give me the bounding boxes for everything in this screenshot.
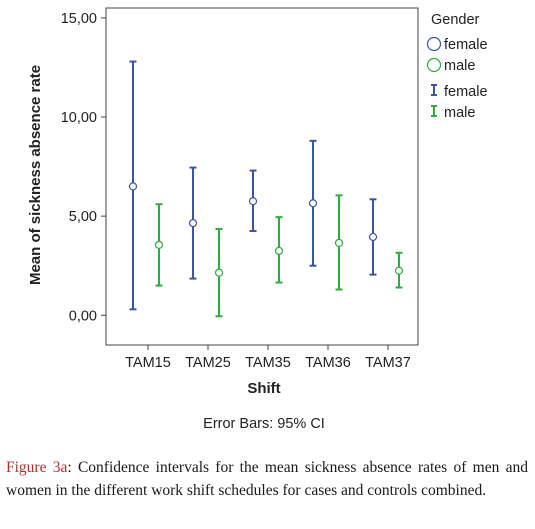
x-tick-label: TAM37 xyxy=(365,355,411,371)
mean-marker-male xyxy=(214,268,224,277)
mean-marker-male xyxy=(334,238,344,248)
x-tick-label: TAM15 xyxy=(125,355,171,371)
legend-marker-male xyxy=(426,57,442,73)
y-axis: 0,00 5,00 10,00 15,00 xyxy=(61,11,106,324)
mean-marker-male xyxy=(154,240,164,249)
mean-marker-male xyxy=(394,266,404,275)
legend-marker-female xyxy=(426,36,442,52)
x-tick-label: TAM36 xyxy=(305,355,351,371)
mean-marker-female xyxy=(308,199,318,208)
x-tick-label: TAM35 xyxy=(245,355,291,371)
caption-text: : Confidence intervals for the mean sick… xyxy=(6,459,528,499)
figure-caption: Figure 3a: Confidence intervals for the … xyxy=(6,456,528,502)
error-bars-note: Error Bars: 95% CI xyxy=(203,416,325,432)
error-bars xyxy=(128,60,404,318)
x-tick-label: TAM25 xyxy=(185,355,231,371)
x-axis-title: Shift xyxy=(247,380,280,397)
legend-label: female xyxy=(444,37,488,53)
y-tick-label: 0,00 xyxy=(69,308,97,324)
caption-lead: Figure 3a xyxy=(6,459,68,476)
x-axis: TAM15 TAM25 TAM35 TAM36 TAM37 xyxy=(125,345,411,371)
mean-marker-female xyxy=(188,218,198,228)
y-tick-label: 5,00 xyxy=(69,209,97,225)
legend-label: male xyxy=(444,58,475,74)
y-tick-label: 10,00 xyxy=(61,110,97,126)
plot-area xyxy=(105,7,419,346)
y-axis-title: Mean of sickness absence rate xyxy=(27,65,44,285)
mean-marker-female xyxy=(128,182,138,191)
plot-frame xyxy=(105,7,419,346)
mean-marker-female xyxy=(248,197,258,206)
legend: Gender female male female male xyxy=(426,12,488,121)
legend-label: male xyxy=(444,105,475,121)
legend-label: female xyxy=(444,84,488,100)
legend-title: Gender xyxy=(431,12,480,28)
mean-marker-female xyxy=(368,232,378,242)
mean-marker-male xyxy=(274,246,284,255)
y-tick-label: 15,00 xyxy=(61,11,97,27)
